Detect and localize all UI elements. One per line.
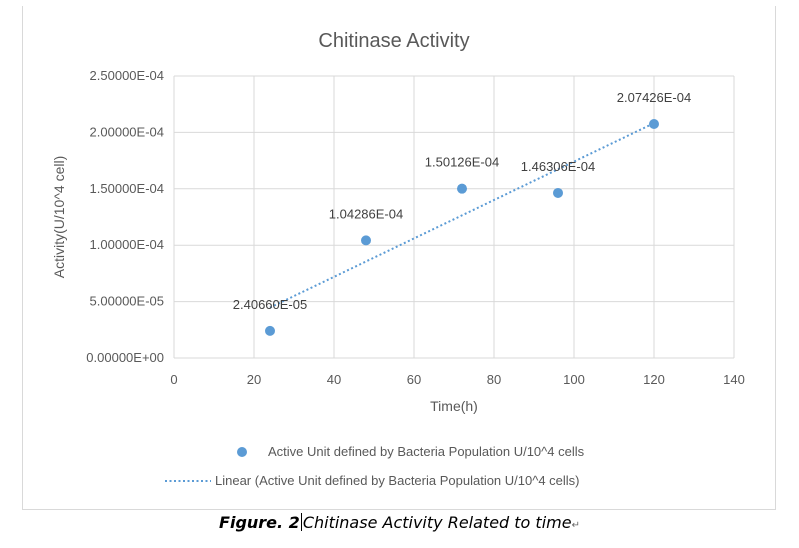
chart-title: Chitinase Activity [318, 30, 469, 52]
caption-text: Chitinase Activity Related to time [302, 513, 572, 532]
y-tick-label: 5.00000E-05 [90, 294, 164, 309]
x-axis-label: Time(h) [430, 398, 478, 414]
paragraph-mark: ↵ [571, 520, 580, 531]
y-tick-label: 2.50000E-04 [90, 68, 164, 83]
legend-marker-points [237, 447, 247, 457]
y-tick-label: 1.00000E-04 [90, 237, 164, 252]
x-tick-label: 40 [327, 372, 341, 387]
data-point [553, 187, 563, 198]
trendline [269, 122, 655, 309]
data-label: 2.07426E-04 [617, 90, 691, 105]
data-label: 1.50126E-04 [425, 155, 499, 170]
data-point [361, 235, 371, 246]
y-axis-label: Activity(U/10^4 cell) [51, 156, 67, 279]
text-cursor [300, 513, 302, 531]
data-point [649, 119, 659, 130]
chart: 0 20 40 60 80 100 120 140 0.00000E+00 5.00000E-05… [51, 30, 745, 488]
chart-frame [22, 6, 776, 510]
data-point [457, 183, 467, 194]
data-label: 1.46306E-04 [521, 159, 595, 174]
data-label: 2.40660E-05 [233, 297, 307, 312]
y-tick-label: 0.00000E+00 [86, 350, 164, 365]
y-tick-label: 1.50000E-04 [90, 181, 164, 196]
x-tick-label: 120 [643, 372, 665, 387]
x-tick-label: 100 [563, 372, 585, 387]
x-tick-label: 60 [407, 372, 421, 387]
x-tick-label: 20 [247, 372, 261, 387]
x-tick-label: 80 [487, 372, 501, 387]
x-tick-label: 0 [170, 372, 177, 387]
figure-caption: Figure. 2 Chitinase Activity Related to t… [0, 513, 799, 532]
data-label: 1.04286E-04 [329, 206, 403, 221]
figure-label: Figure. 2 [219, 513, 300, 532]
legend-label-points: Active Unit defined by Bacteria Populati… [268, 444, 585, 459]
data-point [265, 325, 275, 336]
y-tick-label: 2.00000E-04 [90, 124, 164, 139]
legend-label-trendline: Linear (Active Unit defined by Bacteria … [215, 473, 580, 488]
x-tick-label: 140 [723, 372, 745, 387]
